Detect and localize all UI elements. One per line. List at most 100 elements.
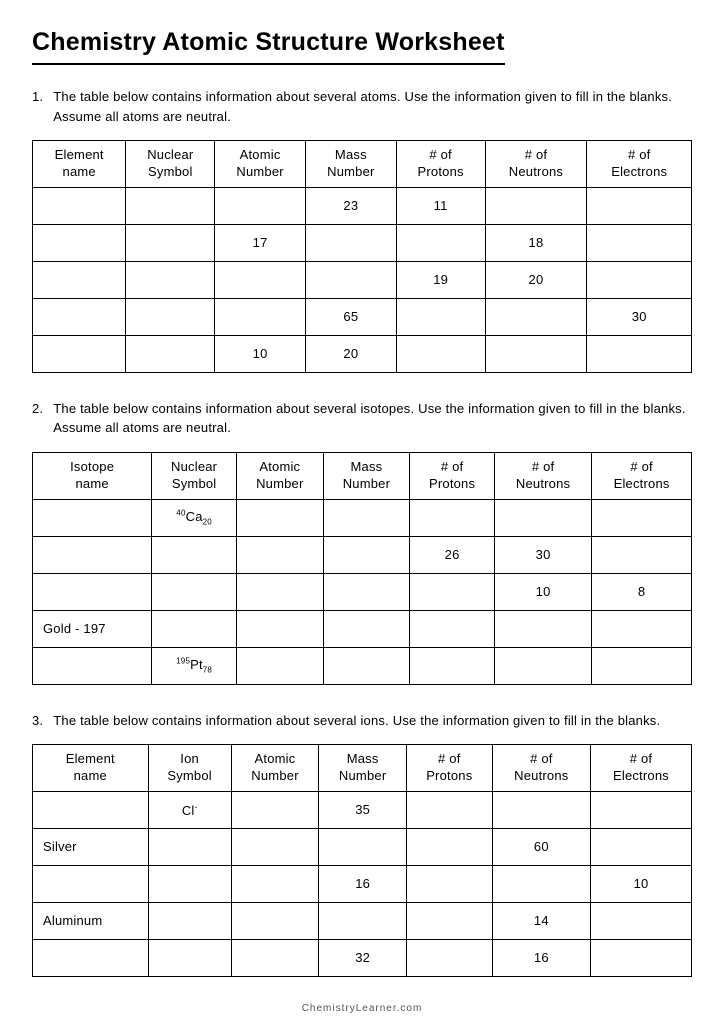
table-cell: 30: [587, 298, 692, 335]
table-cell: [33, 791, 149, 828]
table-cell: [126, 298, 215, 335]
table-cell: [33, 865, 149, 902]
table-cell: [494, 610, 591, 647]
table-cell: [587, 224, 692, 261]
table-cell: [236, 536, 323, 573]
table-cell: [410, 573, 495, 610]
table-cell: [148, 939, 231, 976]
table-2: IsotopenameNuclearSymbolAtomicNumberMass…: [32, 452, 692, 685]
table-row: Gold - 197: [33, 610, 692, 647]
table-cell: [410, 499, 495, 536]
column-header: MassNumber: [305, 141, 396, 188]
table-cell: 19: [396, 261, 485, 298]
table-cell: [126, 261, 215, 298]
table-cell: [485, 187, 587, 224]
table-cell: [591, 828, 692, 865]
table-cell: [236, 573, 323, 610]
table-cell: [492, 791, 590, 828]
table-row: 32 16: [33, 939, 692, 976]
table-cell: [236, 610, 323, 647]
table-cell: [396, 335, 485, 372]
table-cell: 10: [215, 335, 306, 372]
column-header: # ofNeutrons: [485, 141, 587, 188]
table-cell: 18: [485, 224, 587, 261]
table-row: 195Pt78: [33, 647, 692, 684]
table-cell: [305, 224, 396, 261]
question-number: 3.: [32, 711, 43, 731]
table-cell: 20: [305, 335, 396, 372]
table-cell: Cl-: [148, 791, 231, 828]
column-header: MassNumber: [323, 452, 410, 499]
table-row: 2630: [33, 536, 692, 573]
question-number: 1.: [32, 87, 43, 126]
table-row: 17 18: [33, 224, 692, 261]
column-header: AtomicNumber: [215, 141, 306, 188]
column-header: # ofNeutrons: [492, 745, 590, 792]
table-cell: [406, 791, 492, 828]
table-cell: 10: [591, 865, 692, 902]
table-cell: [406, 865, 492, 902]
table-row: 1020: [33, 335, 692, 372]
table-cell: [323, 610, 410, 647]
column-header: Elementname: [33, 141, 126, 188]
table-cell: [33, 573, 152, 610]
table-cell: [152, 536, 237, 573]
table-cell: [33, 224, 126, 261]
table-cell: Gold - 197: [33, 610, 152, 647]
column-header: AtomicNumber: [231, 745, 319, 792]
table-cell: [396, 224, 485, 261]
table-cell: [33, 335, 126, 372]
question-text: The table below contains information abo…: [53, 711, 660, 731]
table-cell: [33, 499, 152, 536]
column-header: # ofProtons: [396, 141, 485, 188]
table-cell: 65: [305, 298, 396, 335]
column-header: # ofNeutrons: [494, 452, 591, 499]
table-cell: [236, 499, 323, 536]
table-cell: 17: [215, 224, 306, 261]
table-cell: [410, 610, 495, 647]
table-cell: [215, 261, 306, 298]
footer: ChemistryLearner.com: [32, 1003, 692, 1014]
table-cell: [494, 499, 591, 536]
table-row: 108: [33, 573, 692, 610]
table-cell: [406, 828, 492, 865]
column-header: NuclearSymbol: [152, 452, 237, 499]
table-cell: [231, 865, 319, 902]
table-row: Cl- 35: [33, 791, 692, 828]
table-cell: 60: [492, 828, 590, 865]
column-header: IonSymbol: [148, 745, 231, 792]
table-1: ElementnameNuclearSymbolAtomicNumberMass…: [32, 140, 692, 373]
column-header: # ofElectrons: [587, 141, 692, 188]
table-cell: [323, 647, 410, 684]
table-row: Silver 60: [33, 828, 692, 865]
table-cell: [215, 298, 306, 335]
table-3: ElementnameIonSymbolAtomicNumberMassNumb…: [32, 744, 692, 977]
table-cell: [231, 902, 319, 939]
table-cell: [406, 902, 492, 939]
table-cell: [148, 865, 231, 902]
table-cell: Silver: [33, 828, 149, 865]
table-cell: [33, 187, 126, 224]
table-cell: [126, 335, 215, 372]
table-cell: [592, 536, 692, 573]
table-cell: [215, 187, 306, 224]
table-cell: [126, 187, 215, 224]
table-cell: [231, 828, 319, 865]
column-header: # ofElectrons: [592, 452, 692, 499]
question-3: 3. The table below contains information …: [32, 711, 692, 731]
table-cell: [485, 335, 587, 372]
table-cell: [319, 828, 407, 865]
table-cell: [587, 261, 692, 298]
question-text: The table below contains information abo…: [53, 399, 692, 438]
table-cell: [485, 298, 587, 335]
table-cell: 30: [494, 536, 591, 573]
column-header: MassNumber: [319, 745, 407, 792]
question-number: 2.: [32, 399, 43, 438]
table-row: 65 30: [33, 298, 692, 335]
table-cell: [494, 647, 591, 684]
table-cell: [231, 939, 319, 976]
question-text: The table below contains information abo…: [53, 87, 692, 126]
table-cell: 16: [319, 865, 407, 902]
table-cell: [587, 187, 692, 224]
table-cell: [396, 298, 485, 335]
